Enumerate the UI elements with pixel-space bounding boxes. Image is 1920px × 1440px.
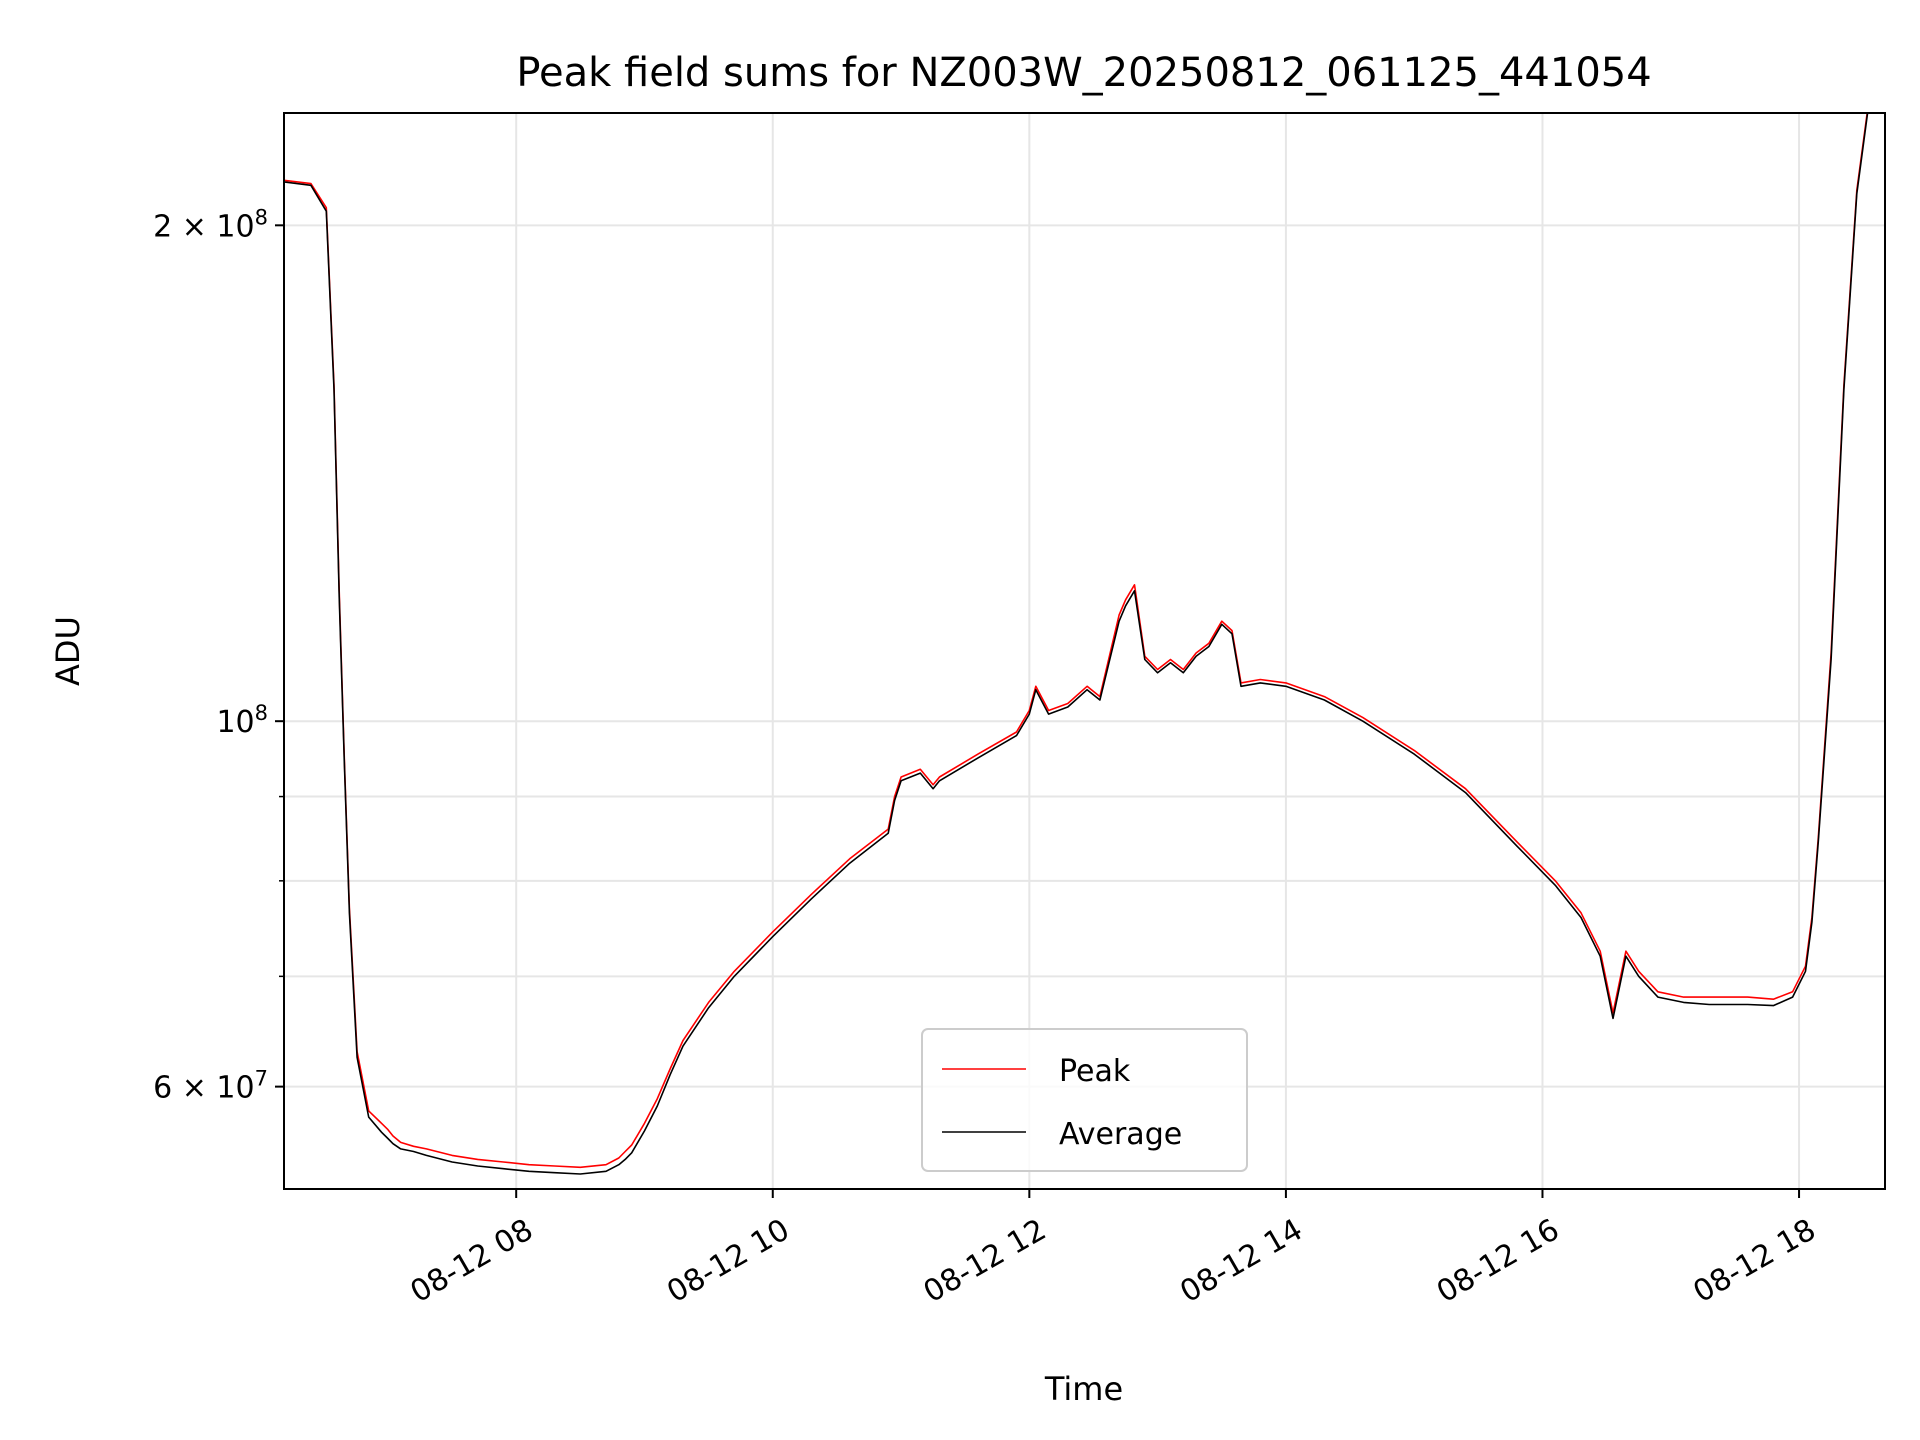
legend: Peak Average [921,1028,1248,1172]
series-line-peak [284,113,1868,1169]
y-tick-label: 2 × 108 [153,205,268,244]
legend-label-peak: Peak [1059,1054,1131,1089]
y-axis-label: ADU [49,616,87,686]
y-axis: 6 × 107 108 2 × 108 [153,205,284,1106]
x-axis-label: Time [1044,1370,1123,1408]
y-tick-label: 108 [216,701,268,740]
legend-box [921,1028,1248,1172]
series-layer [284,113,1869,1175]
plot-frame [283,112,1886,1190]
y-tick-label: 6 × 107 [153,1067,268,1106]
legend-label-average: Average [1059,1117,1182,1152]
grid [284,113,1885,1189]
chart-title: Peak field sums for NZ003W_20250812_0611… [516,50,1651,96]
series-line-average [284,113,1869,1175]
